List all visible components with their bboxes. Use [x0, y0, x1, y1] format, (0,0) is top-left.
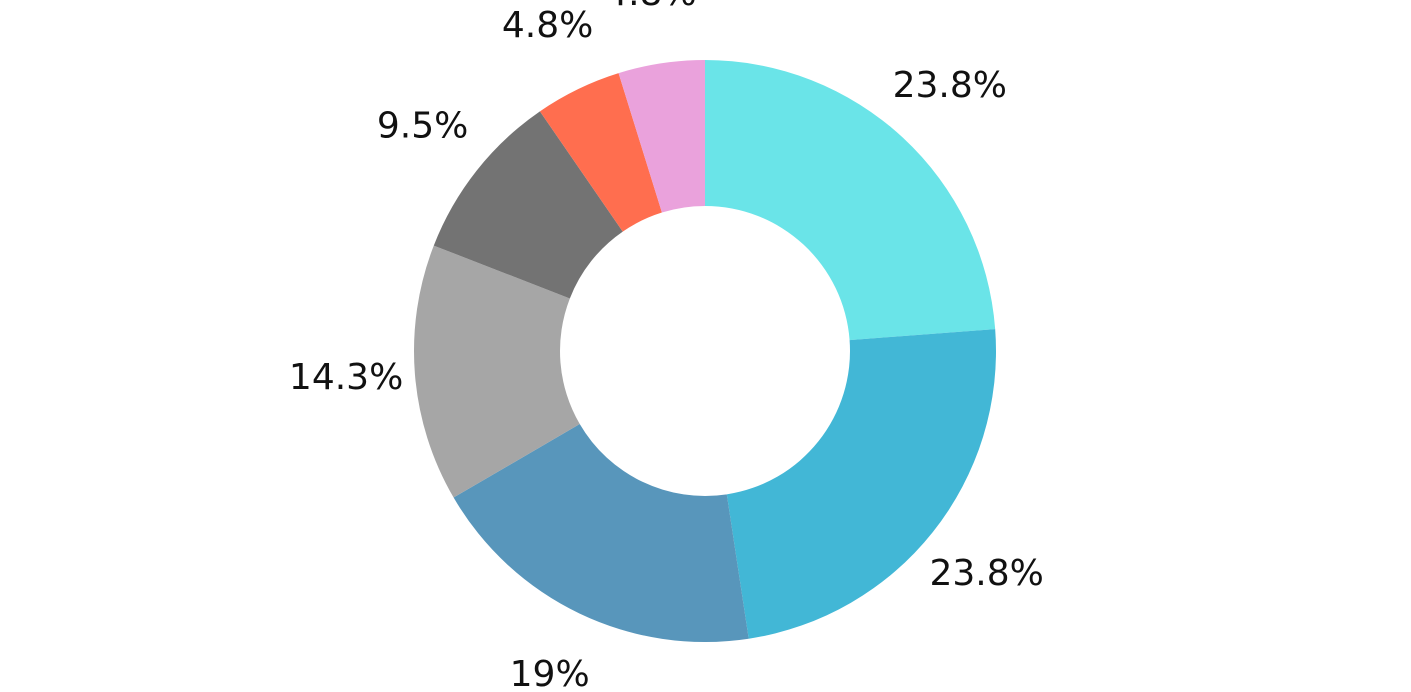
slice: [433, 111, 623, 299]
value-label: 23.8%: [893, 65, 1007, 106]
slice: [705, 60, 996, 341]
slice: [453, 424, 749, 642]
value-label: 14.3%: [289, 357, 403, 398]
value-label: 4.8%: [605, 0, 696, 14]
value-label: 4.8%: [502, 5, 593, 46]
value-label: 9.5%: [377, 106, 468, 147]
value-label: 19%: [510, 654, 590, 692]
slice: [414, 245, 580, 498]
slice: [539, 73, 662, 232]
slice: [726, 329, 996, 639]
value-label: 23.8%: [929, 553, 1043, 594]
slice: [618, 60, 705, 213]
